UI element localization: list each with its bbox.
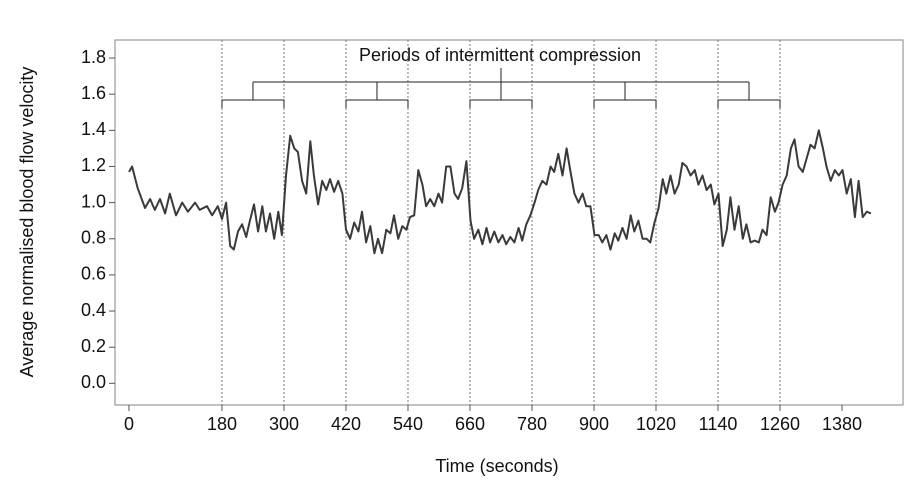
- x-tick-label: 1140: [699, 414, 738, 434]
- bracket-top: [252, 68, 750, 83]
- bracket: [717, 82, 781, 108]
- y-tick-label: 1.8: [81, 47, 106, 67]
- x-tick-label: 300: [269, 414, 299, 434]
- x-tick-label: 1260: [760, 414, 800, 434]
- x-tick-label: 660: [455, 414, 485, 434]
- y-tick-label: 0.0: [81, 372, 106, 392]
- y-tick-label: 1.0: [81, 191, 106, 211]
- y-tick-label: 1.4: [81, 119, 106, 139]
- x-tick-label: 0: [124, 414, 134, 434]
- y-tick-label: 0.2: [81, 336, 106, 356]
- x-tick-label: 1380: [822, 414, 862, 434]
- x-tick-label: 780: [517, 414, 547, 434]
- y-tick-label: 1.2: [81, 155, 106, 175]
- x-tick-label: 420: [331, 414, 361, 434]
- data-line: [128, 129, 872, 255]
- y-tick-label: 0.8: [81, 228, 106, 248]
- x-axis-label: Time (seconds): [435, 456, 558, 476]
- y-tick-label: 0.6: [81, 264, 106, 284]
- plot-frame: [114, 39, 904, 406]
- x-tick-label: 540: [393, 414, 423, 434]
- y-tick-label: 0.4: [81, 300, 106, 320]
- bracket: [469, 82, 533, 108]
- x-tick-label: 1020: [636, 414, 676, 434]
- y-axis-label: Average normalised blood flow velocity: [17, 67, 37, 378]
- bracket: [345, 82, 409, 108]
- bracket: [221, 82, 285, 108]
- x-tick-label: 900: [579, 414, 609, 434]
- annotation: Periods of intermittent compression: [359, 45, 641, 65]
- x-tick-label: 180: [207, 414, 237, 434]
- bracket: [593, 82, 657, 108]
- y-tick-label: 1.6: [81, 83, 106, 103]
